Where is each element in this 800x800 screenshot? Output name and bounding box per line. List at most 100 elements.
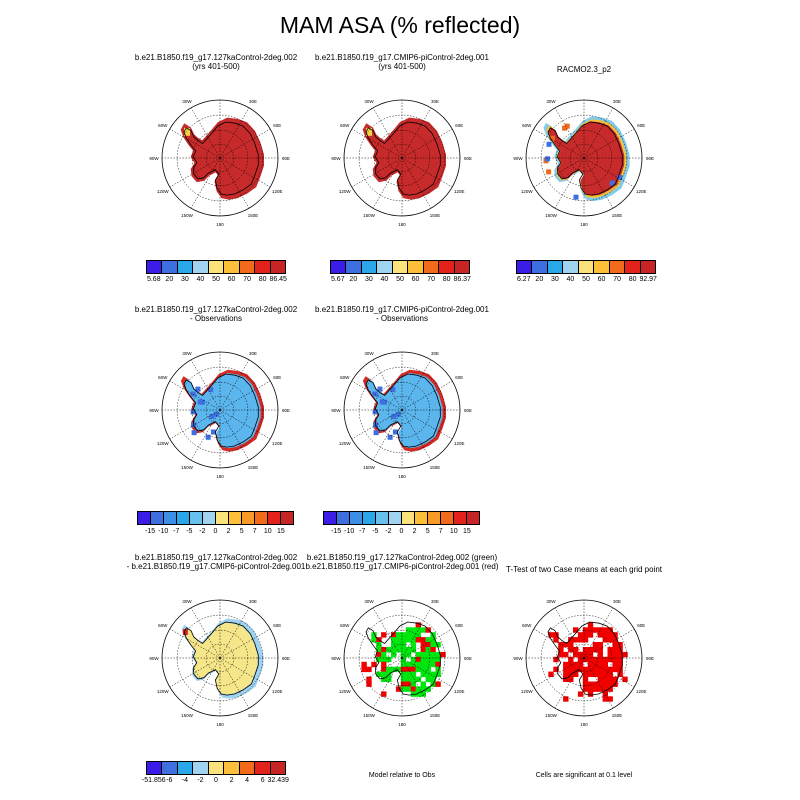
- sig-cell: [607, 651, 613, 658]
- sig-cell: [587, 691, 594, 697]
- meridian: [533, 157, 585, 188]
- sig-cell: [607, 696, 613, 702]
- sig-cell: [395, 632, 402, 638]
- longitude-label: 180: [216, 474, 224, 479]
- meridian: [169, 628, 221, 659]
- sig-cell: [602, 696, 608, 702]
- sig-cell: [563, 651, 569, 658]
- sig-cell: [420, 661, 426, 668]
- colorbar-tick-label: 70: [613, 276, 621, 283]
- sig-cell: [381, 671, 387, 677]
- colorbar-labels-p7: -51.856 -6 -4 -2 0 2 4 6 32.439: [142, 777, 289, 787]
- colorbar-segment: [389, 512, 402, 524]
- longitude-label: 120E: [636, 689, 647, 694]
- sig-cell: [597, 632, 603, 638]
- longitude-label: 90E: [464, 656, 472, 661]
- sig-cell: [400, 681, 407, 687]
- longitude-label: 150W: [363, 465, 376, 470]
- colorbar-segment: [270, 762, 285, 774]
- panel-title-p4: b.e21.B1850.f19_g17.127kaControl-2deg.00…: [134, 305, 298, 323]
- coastline: [365, 373, 441, 448]
- longitude-label: 180: [398, 474, 406, 479]
- colorbar-tick-label: -5: [372, 528, 379, 535]
- meridian: [372, 607, 403, 659]
- sig-cell: [607, 671, 613, 677]
- bias-cell: [391, 413, 397, 419]
- sig-cell: [597, 686, 603, 692]
- sig-cell: [400, 642, 407, 648]
- sig-cell: [607, 676, 613, 682]
- longitude-label: 60E: [455, 375, 463, 380]
- colorbar-segment: [268, 512, 281, 524]
- longitude-label: 90W: [149, 408, 159, 413]
- sig-cell: [425, 666, 431, 673]
- longitude-label: 60W: [158, 623, 168, 628]
- longitude-label: 30W: [182, 99, 192, 104]
- sig-cell: [617, 647, 623, 653]
- colorbar-tick-label: -7: [359, 528, 366, 535]
- bias-cell: [373, 430, 379, 436]
- sig-cell: [582, 676, 589, 682]
- meridian: [219, 107, 250, 159]
- sig-cell: [420, 691, 426, 697]
- sig-cell: [430, 656, 436, 663]
- sig-cell: [582, 637, 589, 643]
- colorbar-labels-p1: 5.68 20 30 40 50 60 70 80 86.45: [146, 276, 287, 286]
- colorbar-labels-p5: -15 -10 -7 -5 -2 0 2 5 7 10 15: [323, 528, 480, 538]
- longitude-label: 30E: [431, 599, 439, 604]
- sig-cell: [405, 627, 412, 633]
- map-boundary: [161, 351, 279, 469]
- sig-cell: [376, 671, 382, 677]
- colorbar-segment: [547, 261, 564, 273]
- longitude-label: 180: [580, 722, 588, 727]
- map-boundary: [525, 99, 643, 217]
- sig-cell: [617, 666, 623, 673]
- longitude-label: 90E: [646, 156, 654, 161]
- sig-cell: [381, 666, 387, 673]
- latitude-ring: [569, 643, 599, 673]
- longitude-label: 30W: [546, 599, 556, 604]
- sig-cell: [592, 686, 599, 692]
- sig-cell: [425, 676, 431, 682]
- meridian: [351, 628, 403, 659]
- sig-cell: [607, 681, 613, 687]
- longitude-label: 120W: [339, 441, 352, 446]
- colorbar-tick-label: 0: [399, 528, 404, 535]
- sig-cell: [548, 632, 554, 638]
- sig-cell: [420, 637, 426, 643]
- sig-cell: [622, 676, 628, 682]
- sig-cell: [410, 686, 417, 692]
- colorbar-segment: [454, 261, 469, 273]
- colorbar-segment: [208, 762, 225, 774]
- longitude-label: 60W: [522, 123, 532, 128]
- polar-map-p9: 30W 30E 60E 90E 120E 150E 180 150W 120W 90W 60W: [513, 599, 654, 727]
- longitude-label: 30W: [364, 99, 374, 104]
- colorbar-tick-label: 30: [550, 276, 559, 283]
- colorbar-tick-label: 20: [535, 276, 544, 283]
- sig-cell: [430, 671, 436, 677]
- colorbar-segment: [415, 512, 428, 524]
- colorbar-segment: [239, 762, 256, 774]
- obs-cell: [617, 174, 623, 180]
- meridian: [401, 409, 453, 440]
- sig-cell: [602, 632, 608, 638]
- sig-cell: [425, 642, 431, 648]
- sig-cell: [405, 632, 412, 638]
- meridian: [169, 657, 221, 688]
- meridian: [401, 657, 432, 709]
- sig-cell: [582, 671, 589, 677]
- obs-cell: [562, 125, 568, 131]
- colorbar-segment: [331, 261, 347, 273]
- meridian: [219, 157, 271, 188]
- longitude-label: 120E: [272, 189, 283, 194]
- panel-title-p3: RACMO2.3_p2: [556, 65, 612, 74]
- longitude-label: 60E: [637, 123, 645, 128]
- longitude-label: 90W: [149, 156, 159, 161]
- longitude-label: 180: [398, 222, 406, 227]
- meridian: [372, 157, 403, 209]
- colorbar-segment: [454, 512, 467, 524]
- sig-cell: [577, 637, 584, 643]
- longitude-label: 60E: [273, 623, 281, 628]
- sig-cell: [602, 656, 608, 663]
- longitude-label: 60W: [340, 123, 350, 128]
